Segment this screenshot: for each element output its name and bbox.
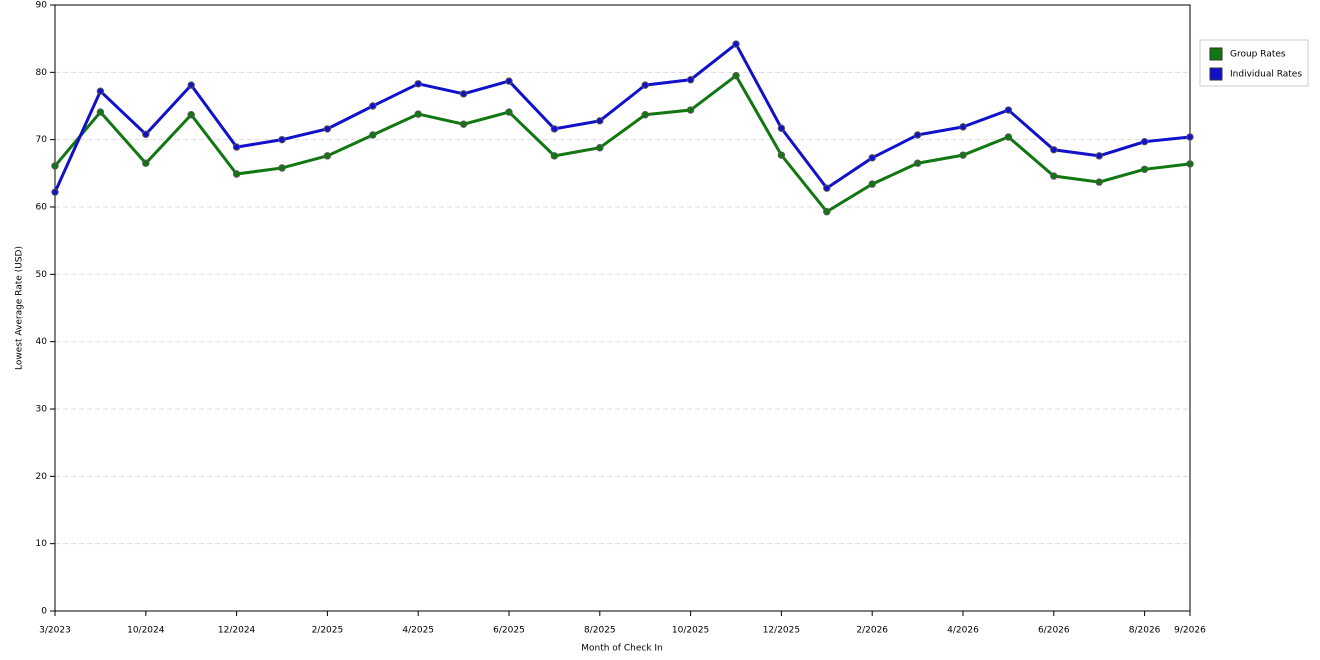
x-tick-label: 8/2025 (584, 626, 616, 636)
x-tick-label: 10/2024 (127, 626, 165, 636)
data-point (913, 131, 922, 139)
x-axis-label: Month of Check In (581, 644, 663, 654)
data-point (1140, 165, 1149, 173)
x-tick-label: 10/2025 (672, 626, 709, 636)
y-axis-label: Lowest Average Rate (USD) (15, 246, 25, 370)
y-tick-label: 70 (36, 135, 48, 145)
data-point (278, 164, 286, 172)
data-point (686, 106, 695, 114)
data-point (596, 117, 604, 125)
legend-label: Group Rates (1230, 50, 1286, 60)
series-line (53, 73, 1191, 214)
data-point (96, 87, 105, 95)
x-tick-label: 6/2025 (493, 626, 525, 636)
data-point (823, 184, 831, 192)
y-tick-label: 50 (36, 270, 48, 280)
data-point (51, 188, 59, 196)
y-tick-label: 10 (36, 539, 48, 549)
data-point (232, 170, 241, 178)
data-point (505, 108, 513, 116)
series-line (53, 41, 1191, 193)
data-point (1186, 160, 1194, 168)
x-tick-label: 12/2024 (218, 626, 256, 636)
x-tick-label: 3/2023 (39, 626, 71, 636)
data-point (959, 123, 967, 131)
data-point (1050, 146, 1058, 154)
data-point (369, 131, 377, 139)
data-point (823, 208, 831, 216)
y-tick-label: 20 (36, 472, 48, 482)
x-tick-label: 12/2025 (763, 626, 800, 636)
x-tick-label: 2/2025 (312, 626, 344, 636)
data-point (505, 77, 513, 85)
plot-frame (54, 4, 1191, 612)
data-point (732, 40, 740, 48)
data-point (323, 125, 332, 133)
x-tick-label: 4/2026 (947, 626, 979, 636)
data-point (596, 144, 604, 152)
y-tick-label: 40 (36, 337, 48, 347)
x-tick-label: 2/2026 (856, 626, 888, 636)
y-tick-label: 30 (36, 405, 48, 415)
data-point (913, 159, 922, 167)
data-point (550, 152, 559, 160)
y-tick-label: 80 (36, 68, 48, 78)
data-point (777, 151, 786, 159)
data-point (641, 81, 649, 89)
data-point (1004, 133, 1013, 141)
data-point (414, 110, 422, 118)
data-point (1140, 137, 1149, 146)
data-point (550, 125, 559, 133)
x-tick-label: 6/2026 (1038, 626, 1070, 636)
data-point (1050, 172, 1058, 180)
data-point (369, 102, 377, 110)
data-point (459, 90, 468, 98)
data-point (868, 154, 876, 162)
data-point (51, 162, 59, 170)
data-point (187, 81, 195, 89)
data-point (323, 152, 332, 160)
x-tick-label: 8/2026 (1129, 626, 1161, 636)
data-point (641, 111, 649, 119)
y-tick-label: 90 (36, 1, 48, 11)
x-tick-label: 9/2026 (1174, 626, 1206, 636)
x-tick-label: 4/2025 (402, 626, 434, 636)
data-point (732, 72, 740, 80)
data-point (1004, 106, 1013, 114)
legend-swatch (1209, 67, 1223, 81)
y-tick-label: 0 (41, 607, 47, 617)
data-point (142, 159, 150, 167)
data-point (1095, 152, 1103, 160)
data-point (459, 120, 468, 128)
data-point (868, 180, 876, 188)
legend-swatch (1209, 47, 1223, 61)
data-point (777, 124, 786, 132)
legend-label: Individual Rates (1230, 70, 1302, 80)
data-point (187, 111, 195, 119)
data-point (278, 135, 286, 144)
y-tick-label: 60 (36, 203, 48, 213)
data-point (232, 143, 241, 151)
data-point (1186, 133, 1194, 141)
data-point (959, 151, 967, 159)
data-point (1095, 178, 1103, 186)
data-point (96, 108, 105, 116)
data-point (414, 80, 422, 88)
data-point (142, 130, 150, 138)
data-point (686, 76, 695, 84)
